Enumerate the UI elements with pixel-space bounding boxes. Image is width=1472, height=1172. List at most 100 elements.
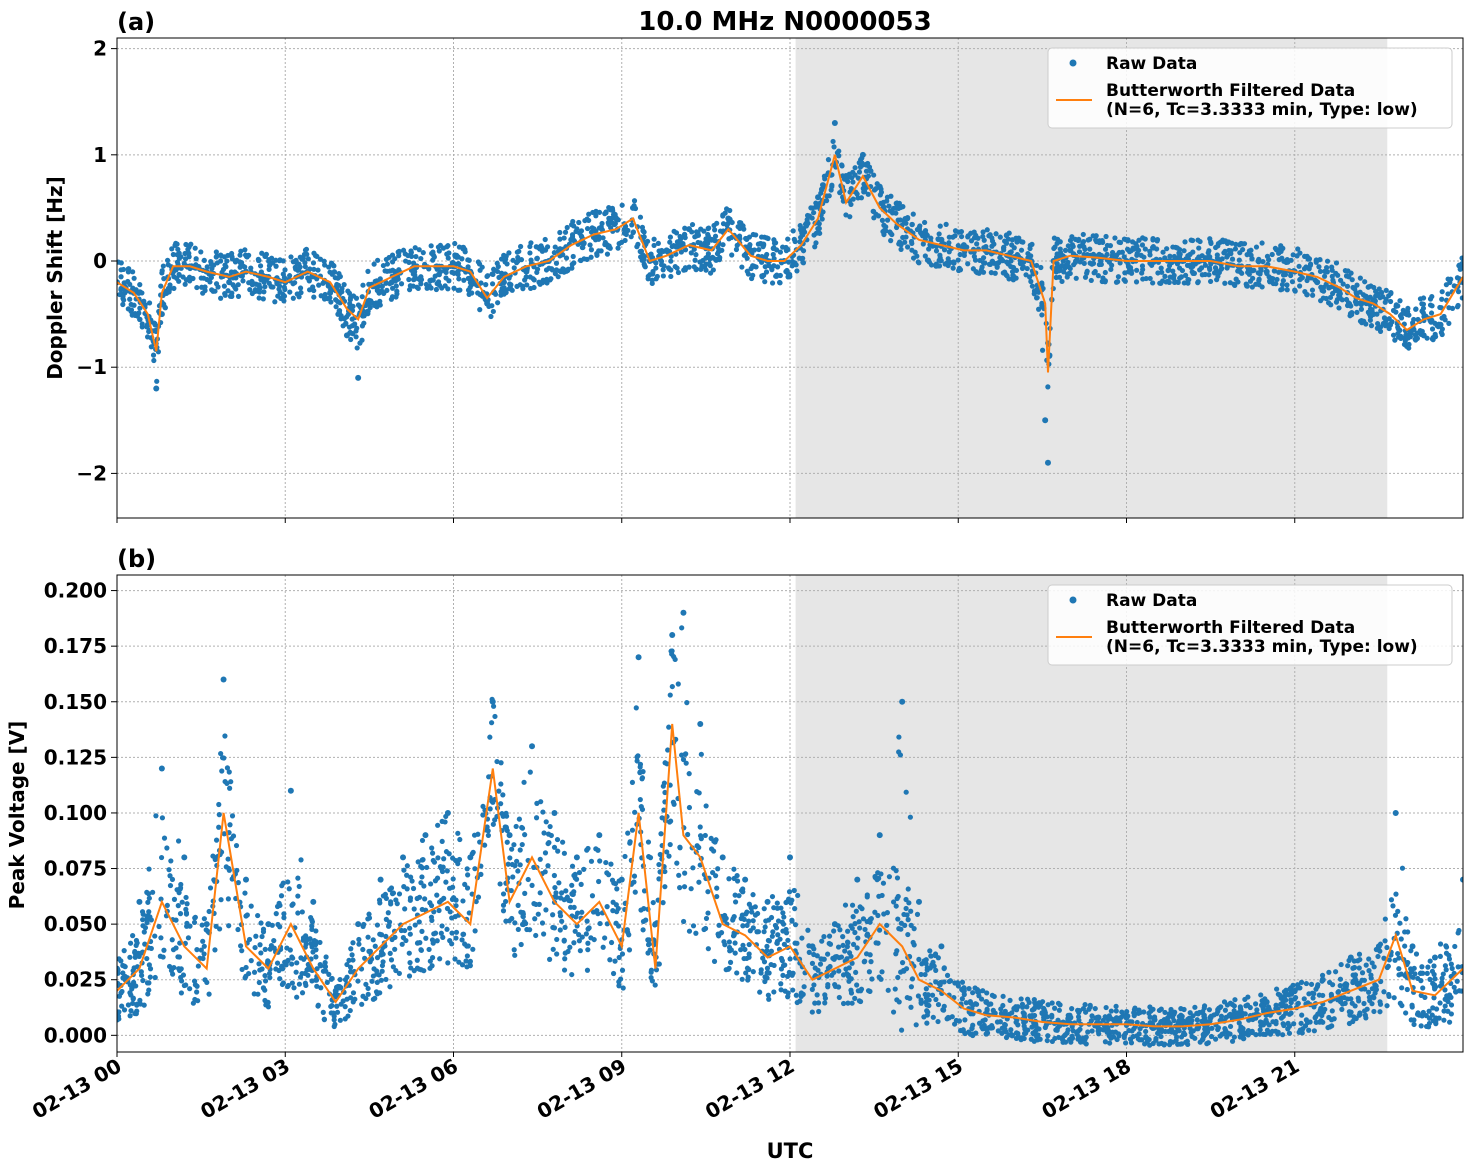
raw-data-point	[1182, 272, 1189, 278]
raw-data-point	[396, 970, 402, 977]
raw-data-point	[576, 219, 582, 226]
raw-data-point	[629, 222, 635, 228]
raw-data-point	[146, 866, 152, 872]
raw-data-point	[686, 771, 692, 777]
raw-data-point	[182, 281, 188, 287]
raw-data-point	[784, 270, 791, 276]
raw-data-point	[898, 926, 904, 932]
raw-data-point	[416, 247, 422, 253]
raw-data-point	[634, 754, 640, 760]
raw-data-point	[1056, 1007, 1062, 1013]
raw-data-point	[125, 266, 131, 272]
raw-data-point	[1031, 1038, 1037, 1044]
raw-data-point	[1459, 295, 1463, 301]
raw-data-point	[1196, 245, 1202, 251]
raw-data-point	[419, 837, 426, 844]
raw-data-point	[1139, 263, 1146, 269]
raw-data-point	[921, 1014, 927, 1020]
raw-data-point	[277, 902, 283, 909]
raw-data-point	[942, 261, 948, 267]
raw-data-point	[1067, 247, 1074, 254]
raw-data-point	[1349, 312, 1355, 318]
raw-data-point	[1274, 276, 1280, 283]
raw-data-point	[677, 233, 683, 240]
raw-data-point	[117, 993, 123, 999]
raw-data-point	[1147, 1014, 1153, 1020]
raw-data-point	[1411, 1021, 1417, 1028]
raw-data-point	[831, 119, 838, 126]
raw-data-point	[850, 941, 857, 948]
raw-data-point	[1290, 252, 1296, 258]
raw-data-point	[735, 224, 741, 230]
raw-data-point	[309, 919, 315, 925]
raw-data-point	[1194, 1025, 1200, 1032]
raw-data-point	[1263, 268, 1270, 275]
raw-data-point	[750, 925, 756, 931]
raw-data-point	[1282, 996, 1288, 1002]
raw-data-point	[581, 240, 587, 246]
raw-data-point	[585, 845, 591, 852]
raw-data-point	[1131, 1010, 1137, 1016]
raw-data-point	[933, 996, 939, 1003]
raw-data-point	[345, 288, 351, 294]
raw-data-point	[168, 967, 175, 974]
raw-data-point	[587, 242, 593, 248]
raw-data-point	[732, 899, 739, 905]
raw-data-point	[645, 276, 651, 282]
raw-data-point	[550, 912, 556, 918]
raw-data-point	[544, 244, 551, 250]
raw-data-point	[689, 221, 696, 228]
raw-data-point	[141, 929, 147, 935]
raw-data-point	[1229, 1038, 1236, 1044]
raw-data-point	[764, 970, 770, 976]
raw-data-point	[344, 961, 350, 968]
raw-data-point	[713, 256, 719, 263]
raw-data-point	[371, 261, 377, 267]
raw-data-point	[457, 836, 463, 843]
raw-data-point	[804, 212, 811, 219]
raw-data-point	[1014, 251, 1021, 258]
raw-data-point	[714, 893, 720, 900]
raw-data-point	[318, 985, 324, 991]
raw-data-point	[377, 931, 383, 937]
raw-data-point	[1126, 269, 1132, 275]
raw-data-point	[519, 841, 525, 848]
raw-data-point	[811, 210, 817, 216]
raw-data-point	[649, 978, 655, 984]
raw-data-point	[144, 334, 151, 340]
raw-data-point	[793, 992, 799, 998]
raw-data-point	[811, 982, 817, 988]
raw-data-point	[515, 258, 521, 264]
raw-data-point	[1272, 245, 1278, 251]
raw-data-point	[675, 681, 681, 687]
y-axis-label-b: Peak Voltage [V]	[5, 721, 29, 910]
raw-data-point	[145, 991, 151, 997]
raw-data-point	[296, 267, 302, 273]
raw-data-point	[162, 304, 168, 310]
raw-data-point	[158, 854, 165, 861]
raw-data-point	[366, 300, 373, 307]
raw-data-point	[166, 963, 173, 970]
raw-data-point	[656, 876, 662, 882]
raw-data-point	[1006, 230, 1012, 236]
raw-data-point	[626, 932, 632, 938]
raw-data-point	[412, 276, 418, 282]
raw-data-point	[712, 227, 718, 233]
raw-data-point	[854, 191, 860, 197]
raw-data-point	[804, 220, 810, 226]
raw-data-point	[426, 266, 432, 272]
raw-data-point	[1077, 1007, 1083, 1014]
raw-data-point	[542, 850, 549, 856]
raw-data-point	[836, 968, 842, 974]
raw-data-point	[850, 914, 856, 920]
raw-data-point	[825, 157, 832, 163]
raw-data-point	[1187, 1010, 1193, 1016]
raw-data-point	[773, 273, 780, 279]
raw-data-point	[581, 866, 587, 872]
raw-data-point	[290, 955, 296, 961]
raw-data-point	[121, 948, 127, 954]
raw-data-point	[1214, 277, 1220, 283]
raw-data-point	[952, 228, 959, 234]
raw-data-point	[146, 987, 152, 993]
raw-data-point	[997, 255, 1003, 261]
